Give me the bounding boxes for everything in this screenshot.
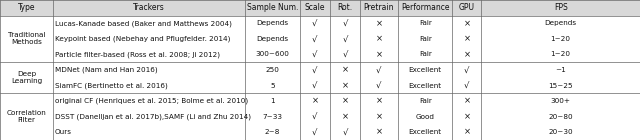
Text: ×: × xyxy=(463,34,470,43)
Text: DSST (Danelljan et al. 2017b),SAMF (Li and Zhu 2014): DSST (Danelljan et al. 2017b),SAMF (Li a… xyxy=(55,113,251,120)
Text: ×: × xyxy=(376,128,382,137)
Text: Lucas-Kanade based (Baker and Matthews 2004): Lucas-Kanade based (Baker and Matthews 2… xyxy=(55,20,232,27)
Text: Particle filter-based (Ross et al. 2008; Ji 2012): Particle filter-based (Ross et al. 2008;… xyxy=(55,51,220,58)
Text: ×: × xyxy=(463,112,470,121)
Text: Rot.: Rot. xyxy=(337,3,353,12)
Text: ×: × xyxy=(376,19,382,28)
Text: ×: × xyxy=(376,97,382,106)
Text: 20~80: 20~80 xyxy=(548,114,573,120)
Text: √: √ xyxy=(376,66,381,74)
Text: Sample Num.: Sample Num. xyxy=(246,3,298,12)
Text: √: √ xyxy=(312,50,317,59)
Text: SiamFC (Bertinetto et al. 2016): SiamFC (Bertinetto et al. 2016) xyxy=(55,82,168,89)
Text: MDNet (Nam and Han 2016): MDNet (Nam and Han 2016) xyxy=(55,67,157,73)
Text: 5: 5 xyxy=(270,83,275,89)
Text: ×: × xyxy=(342,81,348,90)
Text: ×: × xyxy=(342,112,348,121)
Text: √: √ xyxy=(342,128,348,137)
Text: ×: × xyxy=(463,97,470,106)
Text: Traditional
Methods: Traditional Methods xyxy=(8,32,45,45)
Text: Excellent: Excellent xyxy=(409,83,442,89)
Text: √: √ xyxy=(312,112,317,121)
Text: Depends: Depends xyxy=(256,20,289,26)
Text: Fair: Fair xyxy=(419,98,432,104)
Text: Pretrain: Pretrain xyxy=(364,3,394,12)
Text: √: √ xyxy=(342,34,348,43)
Text: Deep
Learning: Deep Learning xyxy=(11,71,42,84)
Text: Fair: Fair xyxy=(419,20,432,26)
Text: Correlation
Filter: Correlation Filter xyxy=(6,110,47,123)
Text: Excellent: Excellent xyxy=(409,67,442,73)
Text: √: √ xyxy=(342,19,348,28)
Text: √: √ xyxy=(312,81,317,90)
Bar xyxy=(0,0,640,16)
Text: ×: × xyxy=(376,112,382,121)
Text: Trackers: Trackers xyxy=(133,3,165,12)
Text: 1: 1 xyxy=(270,98,275,104)
Text: 300+: 300+ xyxy=(550,98,571,104)
Text: Excellent: Excellent xyxy=(409,129,442,135)
Text: GPU: GPU xyxy=(459,3,475,12)
Text: ~1: ~1 xyxy=(556,67,566,73)
Text: Fair: Fair xyxy=(419,51,432,57)
Text: ×: × xyxy=(342,97,348,106)
Text: √: √ xyxy=(464,66,470,74)
Text: ×: × xyxy=(463,50,470,59)
Text: Scale: Scale xyxy=(305,3,325,12)
Text: Keypoint based (Nebehay and Pflugfelder. 2014): Keypoint based (Nebehay and Pflugfelder.… xyxy=(55,36,230,42)
Text: Fair: Fair xyxy=(419,36,432,42)
Text: Depends: Depends xyxy=(545,20,577,26)
Text: 1~20: 1~20 xyxy=(550,51,571,57)
Text: √: √ xyxy=(312,128,317,137)
Text: original CF (Henriques et al. 2015; Bolme et al. 2010): original CF (Henriques et al. 2015; Bolm… xyxy=(55,98,248,104)
Text: √: √ xyxy=(312,34,317,43)
Text: 250: 250 xyxy=(266,67,279,73)
Text: Ours: Ours xyxy=(55,129,72,135)
Text: √: √ xyxy=(312,19,317,28)
Text: √: √ xyxy=(342,50,348,59)
Text: 15~25: 15~25 xyxy=(548,83,573,89)
Text: ×: × xyxy=(376,50,382,59)
Text: 300~600: 300~600 xyxy=(255,51,289,57)
Text: 2~8: 2~8 xyxy=(264,129,280,135)
Text: ×: × xyxy=(312,97,318,106)
Text: √: √ xyxy=(464,81,470,90)
Text: ×: × xyxy=(463,128,470,137)
Text: FPS: FPS xyxy=(554,3,568,12)
Text: Performance: Performance xyxy=(401,3,449,12)
Text: √: √ xyxy=(376,81,381,90)
Text: Type: Type xyxy=(18,3,35,12)
Text: 7~33: 7~33 xyxy=(262,114,282,120)
Text: Good: Good xyxy=(416,114,435,120)
Text: ×: × xyxy=(376,34,382,43)
Text: ×: × xyxy=(463,19,470,28)
Text: ×: × xyxy=(342,66,348,74)
Text: Depends: Depends xyxy=(256,36,289,42)
Text: 1~20: 1~20 xyxy=(550,36,571,42)
Text: 20~30: 20~30 xyxy=(548,129,573,135)
Text: √: √ xyxy=(312,66,317,74)
